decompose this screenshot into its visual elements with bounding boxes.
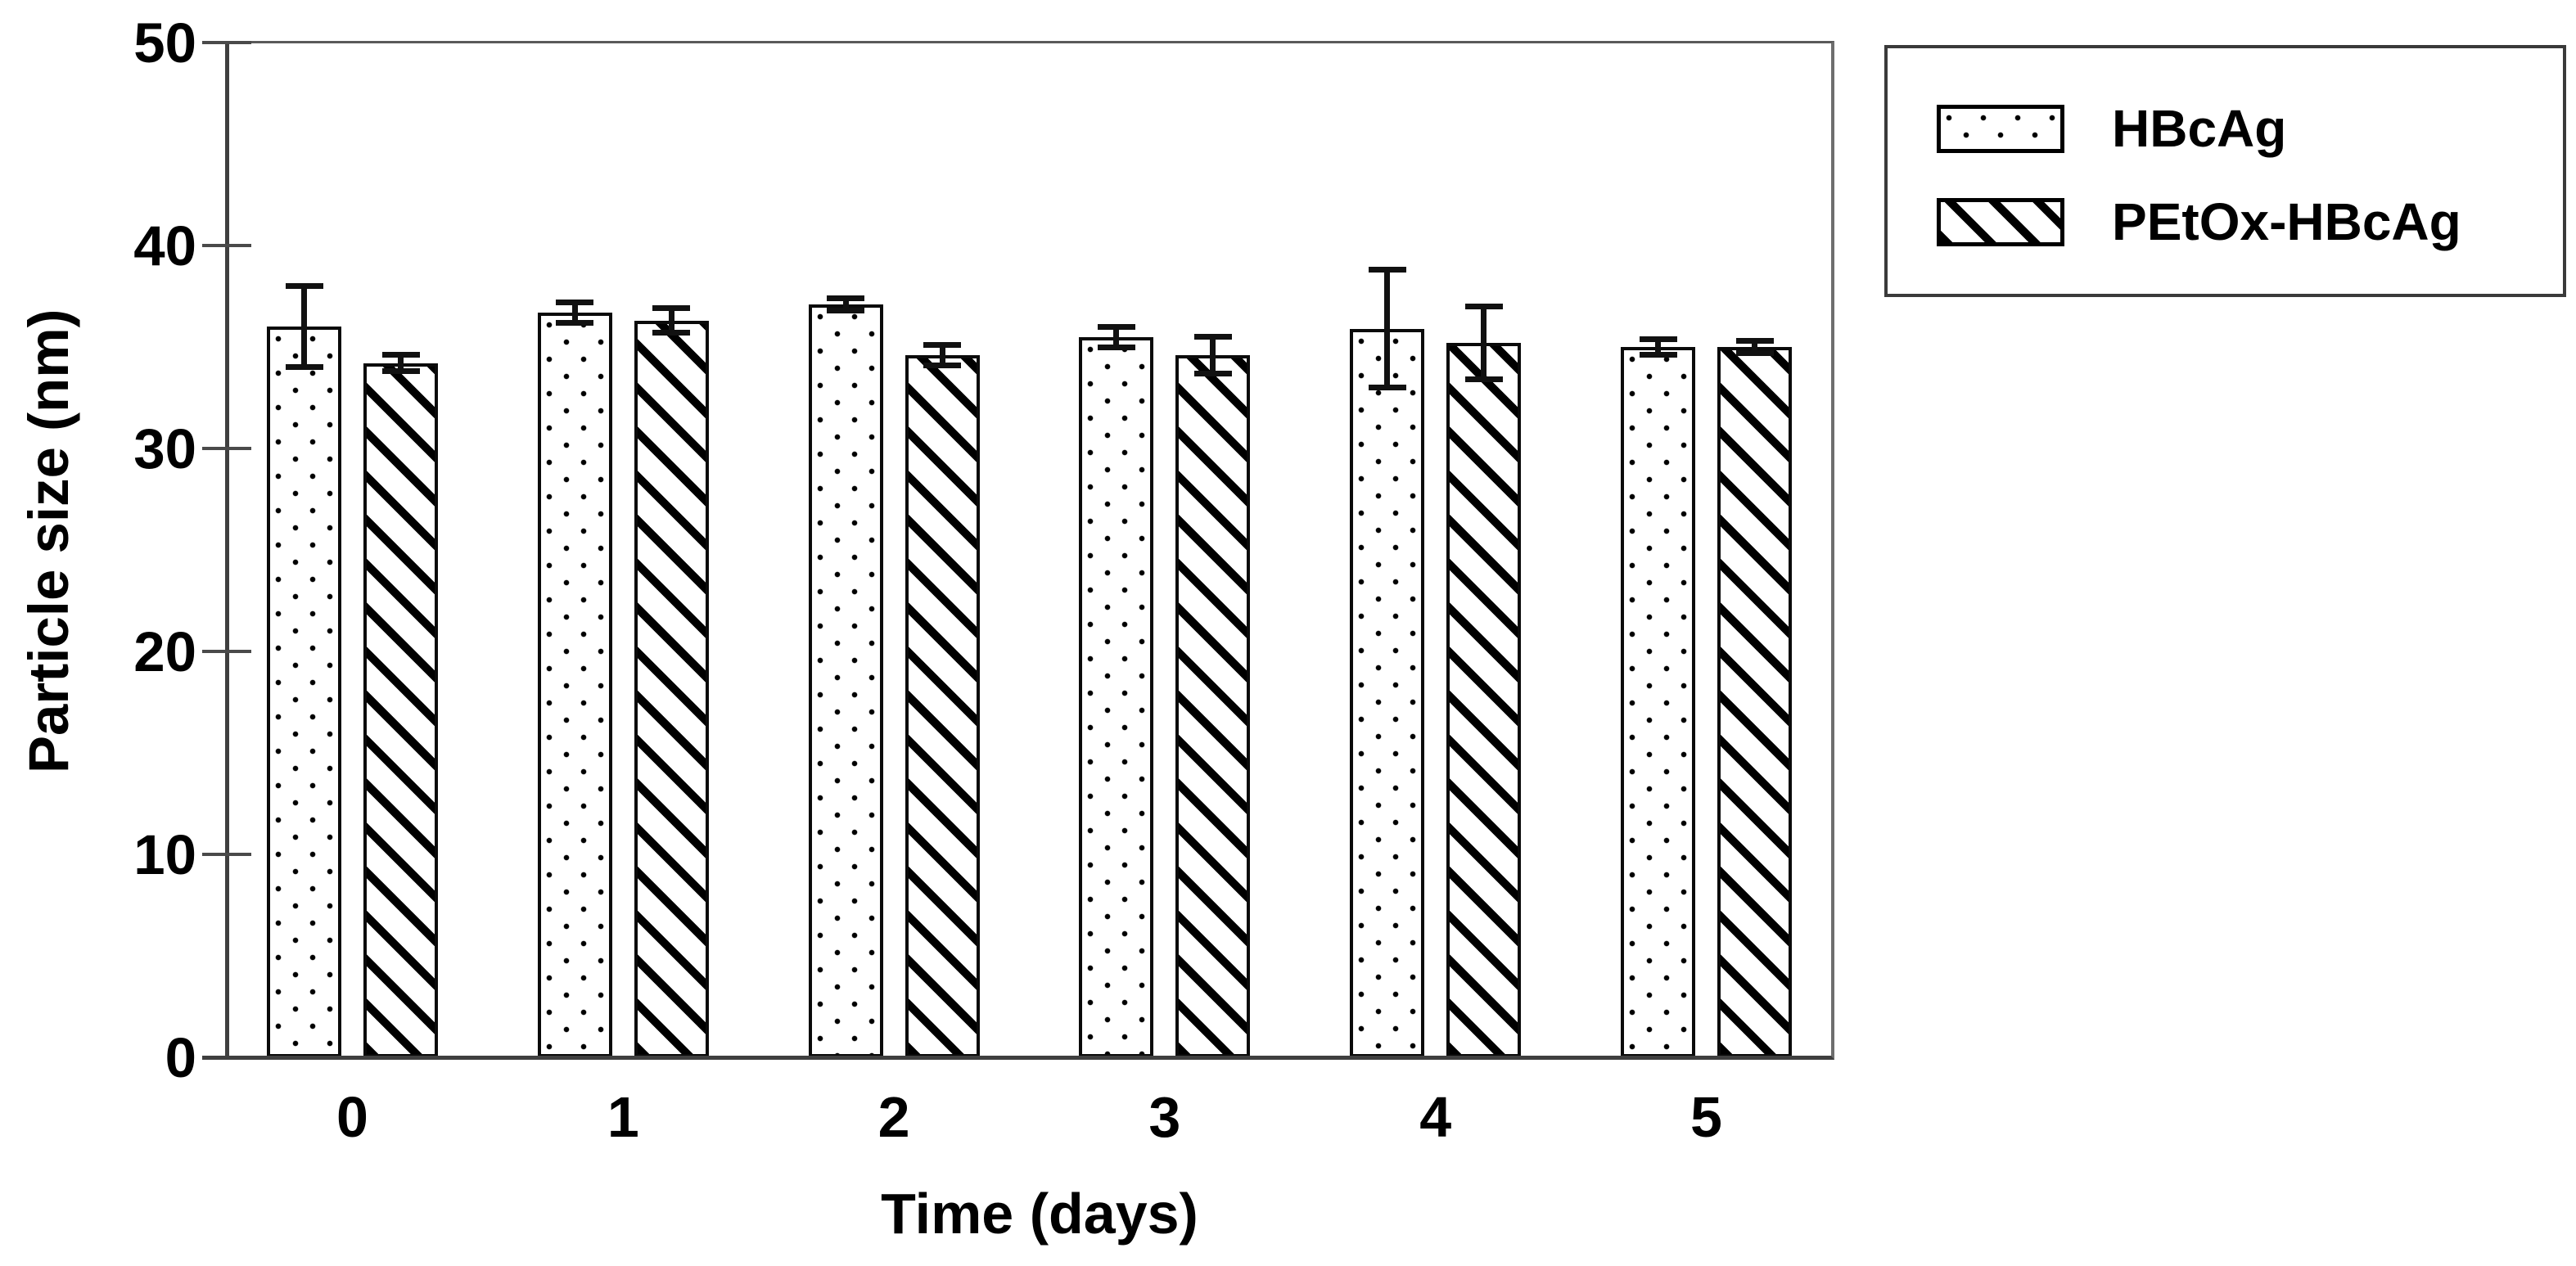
error-bar-cap-upper-hbcag-day5 <box>1639 336 1677 342</box>
error-bar-cap-upper-petox-hbcag-day4 <box>1464 303 1503 309</box>
bar-petox-hbcag-day5 <box>1717 347 1792 1057</box>
y-axis-label: Particle size (nm) <box>17 309 80 773</box>
error-bar-stem-petox-hbcag-day2 <box>939 345 945 366</box>
y-tick-50 <box>202 41 251 44</box>
error-bar-cap-upper-petox-hbcag-day2 <box>923 342 962 349</box>
plot-area-frame <box>225 41 1834 1060</box>
legend: HBcAg PEtOx-HBcAg <box>1884 45 2566 297</box>
error-bar-cap-lower-petox-hbcag-day5 <box>1735 349 1774 356</box>
x-tick-label-3: 3 <box>1148 1085 1181 1149</box>
legend-label-petox-hbcag: PEtOx-HBcAg <box>2112 192 2461 251</box>
error-bar-stem-hbcag-day0 <box>301 286 307 367</box>
error-bar-cap-lower-hbcag-day4 <box>1368 385 1406 391</box>
bar-hbcag-day1 <box>537 312 612 1057</box>
error-bar-stem-petox-hbcag-day4 <box>1481 306 1487 380</box>
error-bar-cap-upper-hbcag-day3 <box>1097 323 1135 330</box>
x-tick-label-4: 4 <box>1419 1085 1452 1149</box>
x-tick-label-2: 2 <box>877 1085 910 1149</box>
error-bar-cap-lower-hbcag-day5 <box>1639 352 1677 358</box>
error-bar-stem-petox-hbcag-day0 <box>398 354 404 372</box>
bar-hbcag-day0 <box>267 327 341 1057</box>
bar-petox-hbcag-day4 <box>1446 343 1522 1057</box>
y-tick-30 <box>202 447 251 450</box>
legend-item-petox-hbcag: PEtOx-HBcAg <box>1937 196 2563 248</box>
error-bar-cap-lower-petox-hbcag-day4 <box>1464 376 1503 383</box>
y-tick-20 <box>202 650 251 653</box>
x-tick-label-0: 0 <box>336 1085 368 1149</box>
y-tick-label-40: 40 <box>133 214 196 277</box>
error-bar-stem-hbcag-day4 <box>1384 269 1391 388</box>
bar-hbcag-day5 <box>1621 347 1695 1057</box>
legend-swatch-diagonal-hatch-icon <box>1937 197 2064 246</box>
error-bar-cap-lower-petox-hbcag-day3 <box>1193 370 1232 376</box>
bar-hbcag-day2 <box>808 304 883 1057</box>
y-tick-40 <box>202 244 251 247</box>
error-bar-cap-lower-hbcag-day1 <box>556 319 594 326</box>
error-bar-stem-hbcag-day5 <box>1655 339 1661 355</box>
error-bar-cap-upper-hbcag-day1 <box>556 299 594 305</box>
error-bar-stem-petox-hbcag-day5 <box>1752 340 1757 354</box>
y-tick-label-30: 30 <box>133 417 196 480</box>
error-bar-stem-hbcag-day2 <box>842 298 849 311</box>
x-axis-line <box>202 1056 235 1060</box>
y-tick-label-20: 20 <box>133 620 196 683</box>
error-bar-cap-lower-petox-hbcag-day0 <box>381 368 420 375</box>
x-axis-title: Time (days) <box>881 1182 1198 1246</box>
error-bar-cap-upper-petox-hbcag-day0 <box>381 352 420 358</box>
error-bar-cap-lower-petox-hbcag-day1 <box>652 330 691 336</box>
error-bar-stem-hbcag-day1 <box>571 302 578 323</box>
bar-petox-hbcag-day1 <box>634 320 709 1057</box>
bar-petox-hbcag-day3 <box>1175 354 1251 1057</box>
legend-item-hbcag: HBcAg <box>1937 102 2563 155</box>
legend-label-hbcag: HBcAg <box>2112 99 2287 158</box>
error-bar-cap-upper-hbcag-day2 <box>827 295 865 301</box>
y-tick-label-50: 50 <box>133 11 196 74</box>
error-bar-cap-upper-petox-hbcag-day3 <box>1193 334 1232 340</box>
error-bar-stem-petox-hbcag-day1 <box>668 308 674 333</box>
bar-hbcag-day4 <box>1350 328 1425 1057</box>
error-bar-cap-lower-petox-hbcag-day2 <box>923 362 962 368</box>
error-bar-cap-lower-hbcag-day3 <box>1097 344 1135 350</box>
error-bar-cap-upper-petox-hbcag-day5 <box>1735 338 1774 345</box>
error-bar-cap-upper-petox-hbcag-day1 <box>652 305 691 312</box>
error-bar-stem-petox-hbcag-day3 <box>1210 336 1216 374</box>
x-tick-label-1: 1 <box>607 1085 639 1149</box>
error-bar-stem-hbcag-day3 <box>1113 327 1120 347</box>
y-tick-10 <box>202 853 251 856</box>
bar-petox-hbcag-day2 <box>905 354 980 1057</box>
x-tick-label-5: 5 <box>1690 1085 1722 1149</box>
error-bar-cap-lower-hbcag-day0 <box>285 364 323 371</box>
y-tick-label-0: 0 <box>165 1026 196 1089</box>
error-bar-cap-upper-hbcag-day4 <box>1368 267 1406 273</box>
legend-swatch-dots-icon <box>1937 104 2064 153</box>
y-tick-label-10: 10 <box>133 823 196 886</box>
error-bar-cap-lower-hbcag-day2 <box>827 307 865 313</box>
error-bar-cap-upper-hbcag-day0 <box>285 283 323 290</box>
bar-petox-hbcag-day0 <box>363 363 438 1057</box>
bar-hbcag-day3 <box>1079 336 1154 1057</box>
